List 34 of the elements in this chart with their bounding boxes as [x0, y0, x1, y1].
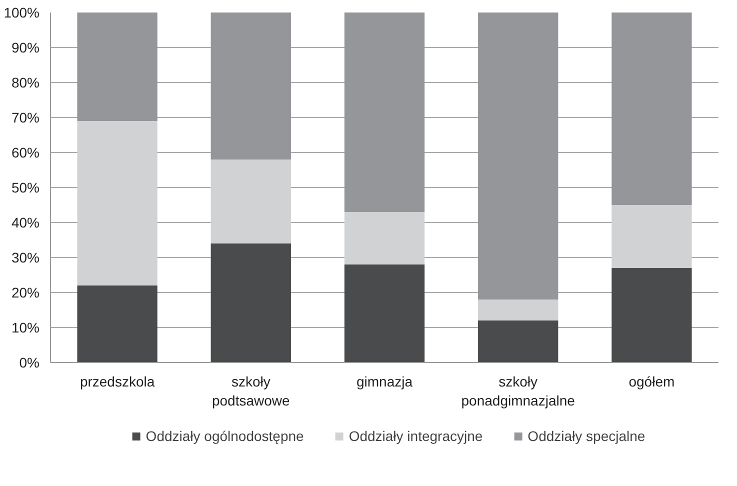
y-tick-label: 10%	[11, 320, 40, 336]
y-tick-label: 50%	[11, 180, 40, 196]
y-tick-label: 40%	[11, 214, 40, 230]
legend-label: Oddziały integracyjne	[348, 428, 483, 444]
y-tick-label: 80%	[11, 74, 40, 90]
bar	[210, 244, 291, 362]
x-tick-label: szkoły ponadgimnazjalne	[461, 374, 576, 409]
y-tick-label: 100%	[4, 4, 40, 20]
bar	[612, 205, 692, 268]
bar	[344, 12, 425, 212]
x-tick-label: przedszkola	[80, 374, 155, 390]
bar	[478, 320, 558, 362]
x-tick-label: szkoły podtsawowe	[212, 374, 290, 409]
bar	[344, 212, 425, 264]
x-tick-label: ogółem	[628, 374, 675, 390]
bar	[210, 12, 291, 160]
bar	[478, 300, 558, 320]
legend-label: Oddziały specjalne	[528, 428, 646, 444]
bar	[77, 286, 158, 362]
y-tick-label: 30%	[11, 250, 40, 266]
y-tick-label: 90%	[11, 40, 40, 56]
bar	[210, 160, 291, 244]
bar	[344, 264, 425, 362]
legend-label: Oddziały ogólnodostępne	[146, 428, 304, 444]
y-tick-label: 60%	[11, 144, 40, 160]
y-tick-label: 20%	[11, 284, 40, 300]
y-tick-label: 0%	[19, 354, 40, 370]
bar	[612, 12, 692, 205]
bar	[478, 12, 558, 300]
y-tick-label: 70%	[11, 110, 40, 126]
bar	[77, 12, 158, 121]
bar	[77, 121, 158, 286]
bar	[612, 268, 692, 362]
x-tick-label: gimnazja	[356, 374, 413, 390]
